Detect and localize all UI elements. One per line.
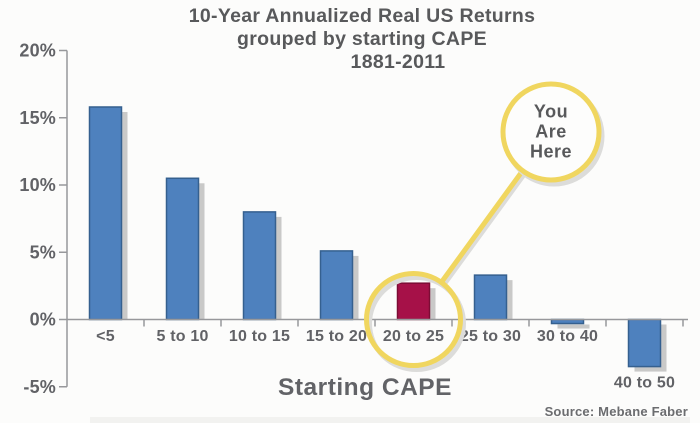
bar-25-to-30 [473,274,508,321]
callout-bubble [500,81,602,183]
y-tick-label: -5% [23,377,56,397]
x-category-label: 40 to 50 [614,375,675,392]
callout-line-shadow [440,171,528,288]
bar-shadow [557,324,590,329]
background-band [90,417,690,423]
x-category-label: 10 to 15 [229,328,290,345]
chart-title-line-3: 1881-2011 [350,51,446,73]
bar-15-to-20 [319,250,354,321]
callout-text-line: Here [530,142,572,162]
highlight-ring [364,271,463,368]
highlight-ring-shadow [367,275,466,372]
bar-40-to-50 [627,318,662,368]
x-category-label: 5 to 10 [156,328,208,345]
y-tick-label: 20% [19,41,56,61]
bar-<5 [88,106,123,321]
callout-text-line: Are [535,122,567,142]
y-tick-label: 0% [30,310,56,330]
x-axis-title: Starting CAPE [278,374,452,401]
chart-title-line-2: grouped by starting CAPE [237,28,487,50]
bar-20-to-25 [396,282,431,321]
x-category-label: 30 to 40 [537,328,598,345]
x-category-label: <5 [96,328,115,345]
chart-title: 10-Year Annualized Real US Returns group… [60,5,664,74]
y-tick-label: 5% [30,242,56,262]
x-category-label: 15 to 20 [306,328,367,345]
x-category-label: 20 to 25 [383,328,444,345]
callout-text-line: You [534,102,568,122]
chart-title-line-1: 10-Year Annualized Real US Returns [188,5,536,27]
y-tick-label: 10% [19,175,56,195]
source-attribution: Source: Mebane Faber [544,404,688,419]
x-category-label: 25 to 30 [460,328,521,345]
bar-5-to-10 [165,177,200,321]
bar-10-to-15 [242,211,277,321]
callout-line [438,168,526,285]
y-tick-label: 15% [19,108,56,128]
